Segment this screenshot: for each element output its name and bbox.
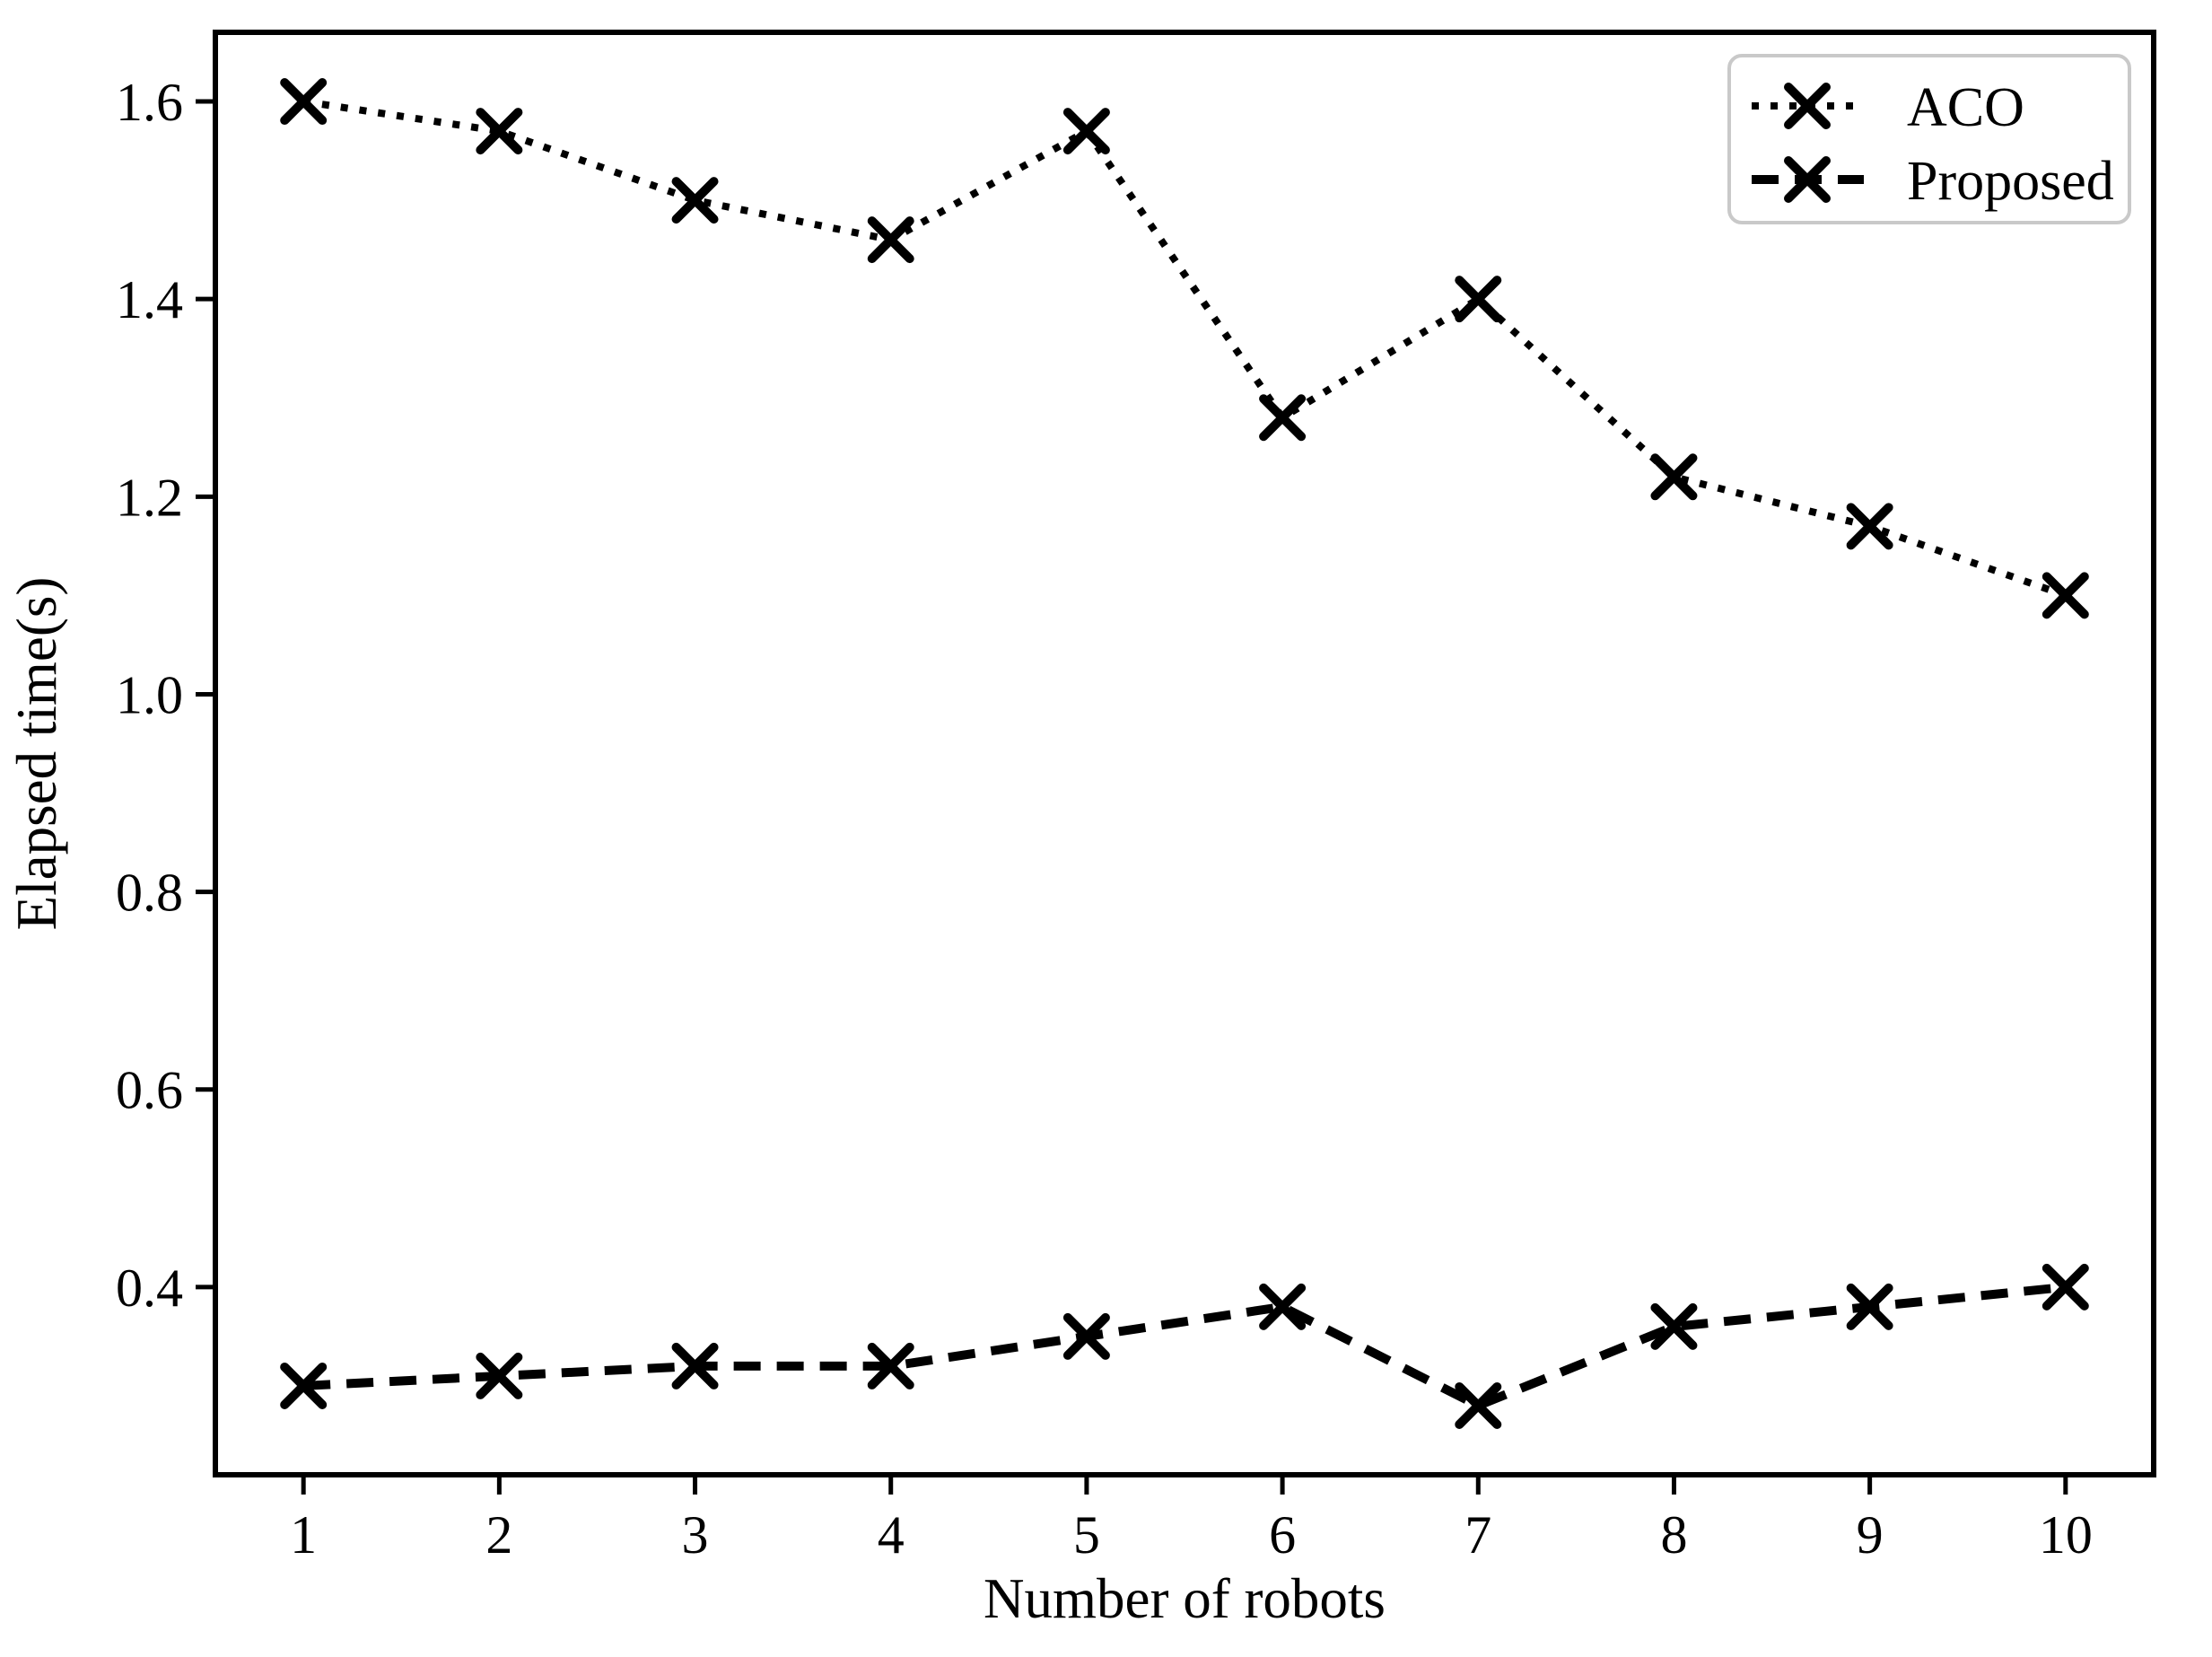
y-axis-tick-label: 1.2 [116, 468, 183, 527]
legend-entry-aco: ACO [1752, 77, 2024, 138]
proposed-line [302, 1282, 2067, 1411]
x-axis-tick-label: 9 [1857, 1505, 1884, 1565]
y-axis-tick-label: 1.0 [116, 665, 183, 724]
legend-entry-proposed: Proposed [1752, 151, 2114, 212]
proposed-x-marker [671, 1342, 719, 1390]
aco-x-marker [867, 216, 914, 264]
aco-x-marker [280, 78, 328, 126]
x-axis-tick-label: 7 [1464, 1505, 1491, 1565]
legend-x-marker [1784, 83, 1831, 129]
proposed-x-marker [1259, 1283, 1307, 1330]
x-axis-tick-label: 2 [485, 1505, 512, 1565]
proposed-x-marker [476, 1352, 523, 1399]
y-axis-tick-label: 1.4 [116, 270, 183, 329]
y-axis-title: Elapsed time(s) [5, 577, 68, 931]
legend-label: Proposed [1907, 151, 2114, 212]
aco-x-marker [1259, 394, 1307, 442]
aco-x-marker [2042, 572, 2089, 619]
proposed-x-marker [1455, 1381, 1502, 1429]
proposed-x-marker [2042, 1263, 2089, 1311]
x-axis-tick-label: 5 [1073, 1505, 1100, 1565]
aco-x-marker [1062, 108, 1110, 155]
x-axis-title: Number of robots [984, 1567, 1386, 1630]
aco-x-marker [1846, 503, 1893, 550]
proposed-series [280, 1263, 2089, 1429]
x-axis-tick-label: 6 [1269, 1505, 1296, 1565]
y-axis-tick-label: 0.6 [116, 1061, 183, 1120]
x-axis-tick-label: 1 [290, 1505, 317, 1565]
proposed-x-marker [867, 1342, 914, 1390]
aco-x-marker [671, 177, 719, 224]
aco-series [280, 78, 2089, 619]
x-axis-tick-label: 10 [2039, 1505, 2093, 1565]
aco-x-marker [1455, 276, 1502, 323]
legend-box [1727, 54, 2131, 224]
legend: ACO Proposed [1727, 54, 2131, 224]
y-axis-tick-label: 0.8 [116, 864, 183, 923]
y-axis-tick-label: 0.4 [116, 1258, 183, 1318]
aco-line [302, 98, 2068, 600]
x-axis-tick-label: 4 [878, 1505, 905, 1565]
x-axis-tick-label: 8 [1660, 1505, 1687, 1565]
proposed-x-marker [1062, 1312, 1110, 1360]
x-axis-tick-label: 3 [682, 1505, 709, 1565]
aco-x-marker [1650, 453, 1698, 501]
proposed-x-marker [280, 1362, 328, 1409]
y-axis-tick-label: 1.6 [116, 73, 183, 132]
proposed-x-marker [1846, 1283, 1893, 1330]
axes-spines [213, 30, 2156, 1477]
proposed-x-marker [1650, 1302, 1698, 1350]
legend-label: ACO [1907, 77, 2024, 138]
legend-x-marker [1784, 156, 1831, 203]
aco-x-marker [476, 108, 523, 155]
